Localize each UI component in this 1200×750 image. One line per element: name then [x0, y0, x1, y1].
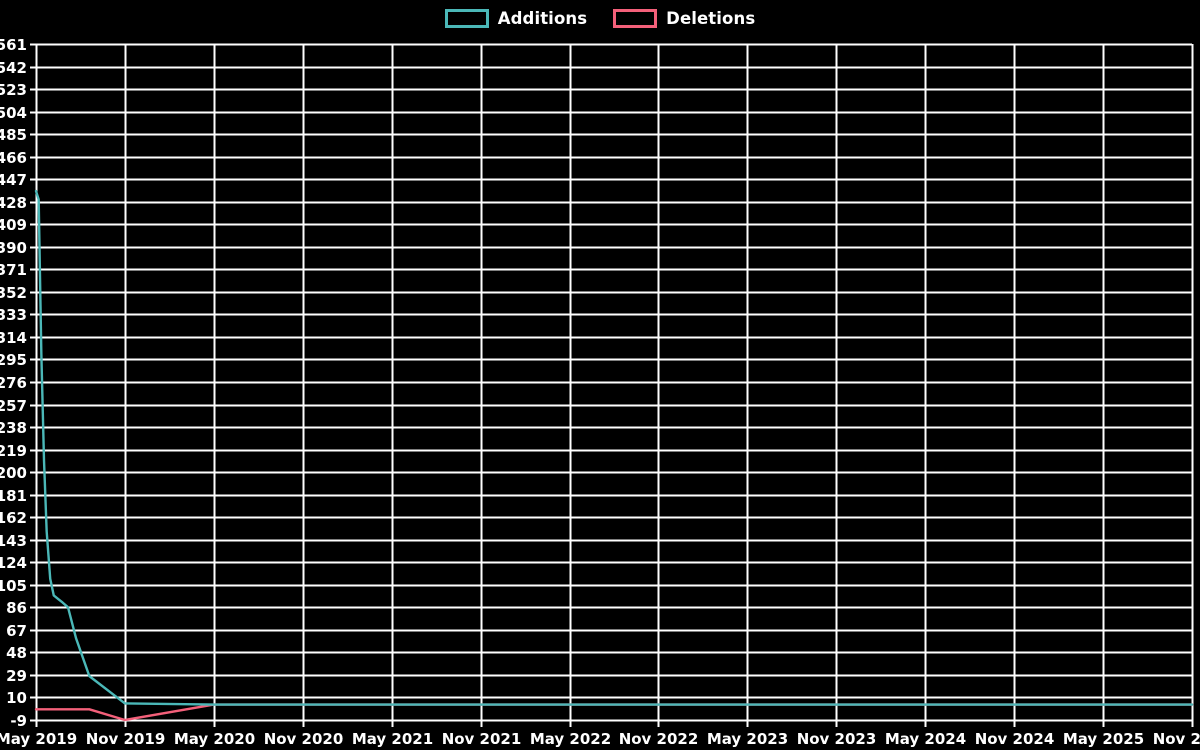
y-tick-label: 48 — [6, 644, 27, 662]
legend-label-additions: Additions — [497, 8, 588, 28]
y-tick-label: 409 — [0, 216, 27, 234]
x-tick-label: May 2019 — [0, 730, 77, 748]
x-tick-labels: May 2019 Nov 2019 May 2020 Nov 2020 May 2021… — [0, 730, 1200, 748]
series-line-additions — [34, 189, 1194, 706]
y-tick-label: -9 — [10, 712, 27, 730]
y-tick-label: 447 — [0, 171, 27, 189]
y-tick-label: 333 — [0, 306, 27, 324]
y-tick-label: 162 — [0, 509, 27, 527]
y-tick-label: 314 — [0, 329, 27, 347]
y-tick-label: 124 — [0, 554, 27, 572]
x-tick-label: Nov 2019 — [86, 730, 166, 748]
y-tick-label: 143 — [0, 532, 27, 550]
y-tickmarks — [30, 43, 36, 722]
x-tick-label: Nov 2022 — [619, 730, 699, 748]
y-tick-label: 10 — [6, 689, 27, 707]
x-gridlines — [35, 44, 1194, 720]
x-tick-label: Nov 2024 — [975, 730, 1055, 748]
chart-legend: Additions Deletions — [0, 0, 1200, 36]
x-tick-label: Nov 2025 — [1153, 730, 1200, 748]
y-tick-label: 371 — [0, 261, 27, 279]
x-tick-label: May 2022 — [530, 730, 611, 748]
y-gridlines — [36, 43, 1192, 722]
legend-entry-deletions[interactable]: Deletions — [613, 8, 756, 28]
x-tick-label: May 2023 — [707, 730, 788, 748]
y-tick-label: 542 — [0, 59, 27, 77]
x-tick-label: Nov 2021 — [442, 730, 522, 748]
y-tick-label: 238 — [0, 419, 27, 437]
legend-label-deletions: Deletions — [666, 8, 756, 28]
x-tick-label: May 2020 — [174, 730, 255, 748]
data-series — [34, 189, 1194, 722]
x-tick-label: May 2025 — [1063, 730, 1144, 748]
x-tickmarks — [35, 720, 1194, 727]
y-tick-label: 428 — [0, 194, 27, 212]
y-tick-label: 200 — [0, 464, 27, 482]
y-tick-label: 561 — [0, 36, 27, 54]
y-tick-label: 181 — [0, 487, 27, 505]
x-tick-label: May 2021 — [352, 730, 433, 748]
y-tick-label: 352 — [0, 284, 27, 302]
y-tick-label: 276 — [0, 374, 27, 392]
y-tick-label: 466 — [0, 149, 27, 167]
y-tick-label: 86 — [6, 599, 27, 617]
x-tick-label: Nov 2020 — [264, 730, 344, 748]
deletions-swatch-icon — [613, 8, 658, 28]
additions-swatch-icon — [444, 8, 489, 28]
y-tick-label: 485 — [0, 126, 27, 144]
y-tick-label: 105 — [0, 577, 27, 595]
series-line-deletions — [34, 703, 1194, 722]
y-tick-label: 390 — [0, 239, 27, 257]
y-tick-labels: 561 542 523 504 485 466 447 428 409 390 371 352 333 3… — [0, 36, 27, 730]
y-tick-label: 257 — [0, 397, 27, 415]
legend-entry-additions[interactable]: Additions — [444, 8, 588, 28]
y-tick-label: 523 — [0, 81, 27, 99]
x-tick-label: Nov 2023 — [797, 730, 877, 748]
y-tick-label: 29 — [6, 667, 27, 685]
y-tick-label: 295 — [0, 351, 27, 369]
y-tick-label: 67 — [6, 622, 27, 640]
y-tick-label: 504 — [0, 104, 27, 122]
y-tick-label: 219 — [0, 442, 27, 460]
x-tick-label: May 2024 — [885, 730, 966, 748]
